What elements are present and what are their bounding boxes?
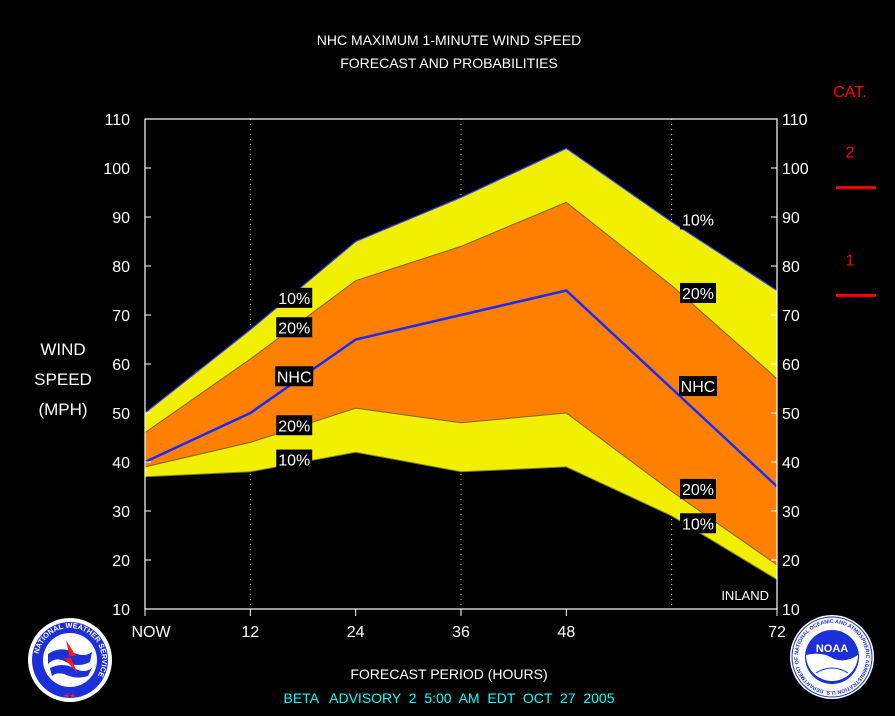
x-tick-label-48: 48 [557,624,575,641]
chart-title: NHC MAXIMUM 1-MINUTE WIND SPEED [317,32,581,48]
band-label-6: 20% [682,286,714,303]
x-axis-label: FORECAST PERIOD (HOURS) [350,666,547,682]
y-tick-label-left-40: 40 [112,455,130,472]
y-tick-label-left-50: 50 [112,406,130,423]
series-line-lower-20 [144,407,778,566]
band-label-1: 20% [278,320,310,337]
y-tick-label-right-10: 10 [782,602,800,619]
noaa-logo: NOAA NATIONAL OCEANIC AND ATMOSPHERIC AD… [790,615,874,699]
y-tick-label-right-30: 30 [782,504,800,521]
y-axis-label-line-2: SPEED [34,370,92,389]
band-label-2: NHC [277,369,312,386]
y-tick-label-right-80: 80 [782,259,800,276]
y-tick-label-right-70: 70 [782,308,800,325]
band-label-box-4 [276,449,313,470]
band-label-5: 10% [682,212,714,229]
band-label-box-0 [276,287,313,308]
series-line-nhc [144,289,778,488]
series-line-lower-10 [144,451,778,581]
band-label-box-5 [680,209,716,230]
band-label-box-9 [680,513,716,534]
band-label-7: NHC [681,379,716,396]
band-label-box-2 [275,366,314,387]
y-tick-label-left-60: 60 [112,357,130,374]
x-tick-label-72: 72 [768,624,786,641]
band-label-box-7 [679,376,717,397]
y-axis-label-line-1: WIND [40,340,85,359]
y-tick-label-left-80: 80 [112,259,130,276]
y-tick-label-right-60: 60 [782,357,800,374]
band-label-0: 10% [278,291,310,308]
y-tick-label-left-30: 30 [112,504,130,521]
y-tick-label-left-20: 20 [112,553,130,570]
noaa-logo-center-text: NOAA [816,643,848,655]
y-tick-label-right-90: 90 [782,210,800,227]
y-axis-label-line-3: (MPH) [38,400,87,419]
band-label-box-1 [276,317,313,338]
chart-subtitle: FORECAST AND PROBABILITIES [340,55,558,71]
y-tick-label-left-100: 100 [103,161,130,178]
nws-logo: NATIONAL WEATHER SERVICE [28,618,112,702]
x-tick-label-12: 12 [241,624,259,641]
x-tick-label-36: 36 [452,624,470,641]
x-tick-label-24: 24 [347,624,365,641]
band-label-9: 10% [682,516,714,533]
band-label-4: 10% [278,453,310,470]
category-label-1: 1 [846,252,855,269]
category-label: CAT. [833,84,866,101]
y-tick-label-right-40: 40 [782,455,800,472]
y-tick-label-right-100: 100 [782,161,809,178]
x-tick-label-NOW: NOW [131,624,171,641]
y-tick-label-left-10: 10 [112,602,130,619]
band-label-8: 20% [682,482,714,499]
series-line-upper-10 [144,147,778,414]
series-line-upper-20 [144,201,778,434]
band-label-box-3 [276,415,313,436]
category-label-2: 2 [846,145,855,162]
band-label-3: 20% [278,418,310,435]
band-20-percent [145,202,777,565]
band-label-box-6 [680,282,716,303]
band-label-box-8 [680,478,716,499]
advisory-footer: BETA ADVISORY 2 5:00 AM EDT OCT 27 2005 [284,690,615,706]
y-tick-label-right-20: 20 [782,553,800,570]
y-tick-label-right-110: 110 [782,112,808,129]
y-tick-label-left-90: 90 [112,210,130,227]
plot-area: 10 10 20 20 30 30 40 40 50 50 60 60 70 70 80 80 90 90 100 1… [103,112,876,641]
y-tick-label-right-50: 50 [782,406,800,423]
y-tick-label-left-110: 110 [104,112,130,129]
y-tick-label-left-70: 70 [112,308,130,325]
inland-annotation: INLAND [721,588,769,603]
